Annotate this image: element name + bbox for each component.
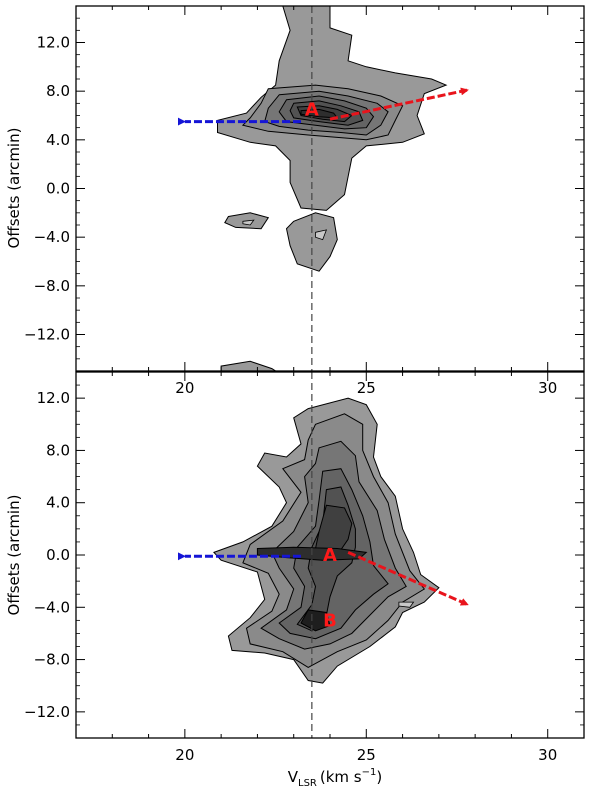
bottom-y-tick-label: −4.0 xyxy=(34,598,70,616)
top-y-tick-label: −12.0 xyxy=(24,326,70,344)
bottom-panel xyxy=(213,397,440,684)
y-axis-title-top: Offsets (arcmin) xyxy=(5,128,23,249)
top-panel xyxy=(217,6,448,371)
bottom-y-tick-label: 0.0 xyxy=(46,546,70,564)
x-axis-title: VLSR (km s−1) xyxy=(288,767,382,789)
bottom-contour-hole-0 xyxy=(398,601,415,608)
overlay-layer: A 12.0 8.0 4.0 0.0 −4.0 −8.0 −12.0 20 25 30 A B 12.0 8… xyxy=(24,5,585,764)
top-red-arrow xyxy=(329,87,469,121)
bottom-contour-level-7 xyxy=(300,609,331,632)
bottom-x-tick-label: 20 xyxy=(175,746,194,764)
bottom-y-tick-label: 8.0 xyxy=(46,441,70,459)
top-marker-A: A xyxy=(305,99,319,120)
x-axis-title-close: ) xyxy=(376,768,382,786)
x-axis-title-exp: −1 xyxy=(362,767,377,778)
bottom-y-tick-label: 12.0 xyxy=(37,389,70,407)
top-contour-hole-0 xyxy=(315,229,328,241)
bottom-y-tick-label: −8.0 xyxy=(34,651,70,669)
x-axis-title-units: (km s xyxy=(320,768,362,786)
bottom-marker-B: B xyxy=(323,610,337,631)
top-y-tick-label: −8.0 xyxy=(34,277,70,295)
top-y-tick-label: 12.0 xyxy=(37,34,70,52)
bottom-marker-A: A xyxy=(323,545,337,566)
top-x-tick-label: 25 xyxy=(357,379,376,397)
bottom-x-tick-label: 30 xyxy=(538,746,557,764)
top-contour-outer-3 xyxy=(220,360,277,371)
x-axis-title-main: V xyxy=(288,768,299,786)
top-y-tick-label: 4.0 xyxy=(46,131,70,149)
top-y-tick-label: 0.0 xyxy=(46,180,70,198)
top-x-tick-label: 20 xyxy=(175,379,194,397)
bottom-y-tick-label: −12.0 xyxy=(24,703,70,721)
bottom-y-tick-label: 4.0 xyxy=(46,494,70,512)
bottom-x-tick-label: 25 xyxy=(357,746,376,764)
top-y-tick-label: −4.0 xyxy=(34,228,70,246)
top-contour-hole-1 xyxy=(242,219,255,226)
y-axis-title-bottom: Offsets (arcmin) xyxy=(5,495,23,616)
top-y-tick-label: 8.0 xyxy=(46,82,70,100)
x-axis-title-sub: LSR xyxy=(298,778,317,789)
top-x-tick-label: 30 xyxy=(538,379,557,397)
